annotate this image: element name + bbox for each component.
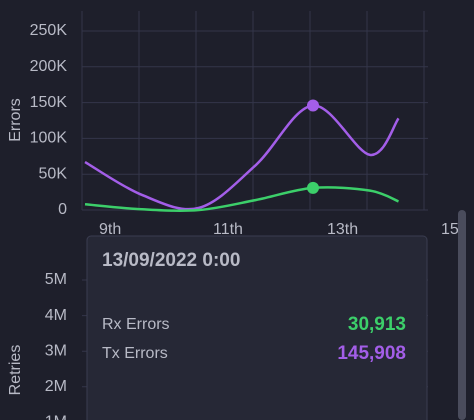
tooltip-label: Rx Errors	[102, 316, 170, 333]
y-tick-label: 50K	[39, 165, 68, 182]
line-series	[84, 186, 399, 212]
tooltip-value: 145,908	[337, 343, 406, 364]
x-tick-label: 13th	[327, 221, 358, 238]
scrollbar[interactable]	[458, 210, 466, 420]
y-axis-title: Retries	[7, 345, 24, 396]
y-tick-label: 2M	[45, 378, 67, 395]
highlight-point	[307, 99, 319, 112]
y-tick-label: 100K	[30, 130, 68, 147]
x-tick-label: 11th	[213, 221, 243, 238]
y-axis-title: Errors	[7, 98, 24, 142]
x-tick-label: 15	[441, 221, 459, 238]
y-tick-label: 5M	[45, 271, 67, 288]
errors-chart: 0 50K 100K 150K 200K 250K Errors 9th 11th 13th 15	[7, 11, 459, 238]
y-tick-label: 200K	[30, 58, 68, 75]
tooltip-value: 30,913	[348, 314, 406, 335]
y-tick-label: 250K	[30, 22, 68, 39]
x-tick-label: 9th	[99, 221, 121, 238]
highlight-point	[307, 181, 319, 194]
y-tick-label: 0	[58, 201, 67, 218]
y-tick-label: 4M	[45, 307, 67, 324]
tooltip-box	[86, 235, 428, 420]
tooltip: 13/09/2022 0:00 Rx Errors 30,913 Tx Errors 1…	[86, 235, 428, 420]
tooltip-label: Tx Errors	[102, 345, 168, 362]
y-tick-label: 3M	[45, 342, 67, 359]
tooltip-title: 13/09/2022 0:00	[102, 250, 240, 271]
y-tick-label: 1M	[45, 414, 67, 420]
line-series	[84, 104, 400, 211]
y-tick-label: 150K	[30, 94, 68, 111]
